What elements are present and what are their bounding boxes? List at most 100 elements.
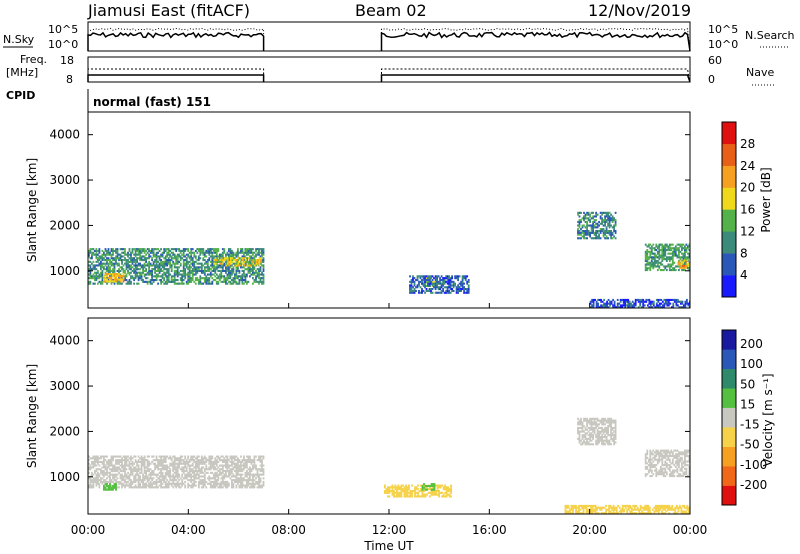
heatmap-cell (258, 477, 260, 480)
heatmap-cell (681, 243, 683, 246)
heatmap-cell (228, 471, 230, 474)
heatmap-cell (595, 226, 597, 229)
heatmap-cell (200, 249, 203, 253)
heatmap-cell (446, 288, 449, 291)
heatmap-cell (154, 260, 156, 263)
heatmap-cell (255, 473, 257, 476)
heatmap-cell (237, 480, 239, 484)
heatmap-cell (118, 482, 120, 485)
heatmap-cell (678, 265, 680, 268)
heatmap-cell (431, 275, 434, 278)
heatmap-cell (687, 304, 690, 307)
heatmap-cell (258, 269, 260, 273)
heatmap-cell (242, 262, 244, 265)
heatmap-cell (260, 260, 262, 263)
heatmap-cell (104, 262, 107, 265)
heatmap-cell (628, 304, 631, 307)
heatmap-cell (152, 279, 155, 282)
heatmap-cell (584, 426, 587, 430)
heatmap-cell (252, 253, 254, 256)
heatmap-cell (112, 257, 114, 260)
heatmap-cell (247, 260, 250, 263)
heatmap-cell (196, 455, 199, 458)
heatmap-cell (208, 459, 211, 462)
heatmap-cell (258, 264, 261, 267)
heatmap-cell (107, 460, 110, 464)
heatmap-cell (160, 280, 162, 283)
heatmap-cell (437, 291, 440, 294)
heatmap-cell (662, 247, 665, 250)
heatmap-cell (604, 434, 606, 437)
heatmap-cell (685, 264, 687, 268)
heatmap-cell (166, 259, 169, 262)
heatmap-cell (604, 302, 607, 305)
heatmap-cell (235, 266, 238, 269)
heatmap-cell (176, 457, 179, 460)
heatmap-cell (653, 249, 656, 252)
heatmap-cell (580, 417, 582, 420)
heatmap-cell (220, 253, 223, 256)
heatmap-cell (662, 250, 665, 253)
heatmap-cell (121, 479, 123, 482)
heatmap-cell (164, 464, 167, 467)
heatmap-cell (604, 215, 606, 218)
heatmap-cell (241, 473, 244, 476)
heatmap-cell (143, 264, 146, 267)
colorbar-swatch (722, 275, 736, 298)
heatmap-cell (118, 277, 120, 280)
heatmap-cell (681, 462, 683, 465)
heatmap-cell (122, 477, 125, 480)
heatmap-cell (410, 291, 413, 294)
heatmap-cell (190, 255, 193, 258)
heatmap-cell (581, 443, 584, 446)
heatmap-cell (655, 475, 658, 478)
heatmap-cell (104, 483, 107, 486)
heatmap-cell (259, 479, 262, 482)
heatmap-cell (610, 434, 612, 437)
heatmap-cell (181, 484, 184, 487)
heatmap-cell (587, 430, 590, 433)
heatmap-cell (241, 486, 244, 489)
heatmap-cell (94, 268, 96, 271)
heatmap-cell (154, 269, 156, 273)
heatmap-cell (596, 423, 599, 426)
heatmap-cell (95, 275, 98, 278)
heatmap-cell (130, 459, 132, 462)
heatmap-cell (436, 493, 439, 496)
heatmap-cell (572, 508, 574, 511)
heatmap-cell (452, 280, 455, 283)
heatmap-cell (187, 266, 190, 269)
heatmap-cell (188, 479, 191, 482)
heatmap-cell (258, 249, 260, 253)
heatmap-cell (661, 252, 664, 255)
heatmap-cell (197, 486, 200, 489)
heatmap-cell (140, 471, 143, 474)
heatmap-cell (112, 253, 114, 256)
heatmap-cell (134, 468, 137, 471)
heatmap-cell (619, 306, 622, 308)
heatmap-cell (209, 264, 212, 267)
heatmap-cell (217, 266, 220, 269)
heatmap-cell (589, 213, 591, 216)
heatmap-cell (209, 251, 212, 254)
heatmap-cell (656, 252, 659, 255)
heatmap-cell (237, 473, 239, 476)
heatmap-cell (600, 304, 602, 307)
heatmap-cell (116, 274, 119, 278)
heatmap-cell (673, 471, 676, 474)
heatmap-cell (667, 247, 670, 250)
heatmap-cell (107, 464, 110, 467)
heatmap-cell (661, 473, 664, 476)
heatmap-cell (178, 260, 181, 263)
heatmap-cell (175, 248, 178, 251)
heatmap-cell (246, 484, 248, 487)
heatmap-cell (647, 250, 650, 253)
heatmap-cell (250, 462, 253, 465)
heatmap-cell (601, 428, 603, 431)
heatmap-cell (121, 482, 123, 485)
heatmap-cell (599, 426, 602, 430)
heatmap-cell (454, 282, 456, 285)
heatmap-cell (152, 473, 155, 476)
heatmap-cell (669, 302, 672, 305)
heatmap-cell (166, 482, 169, 485)
